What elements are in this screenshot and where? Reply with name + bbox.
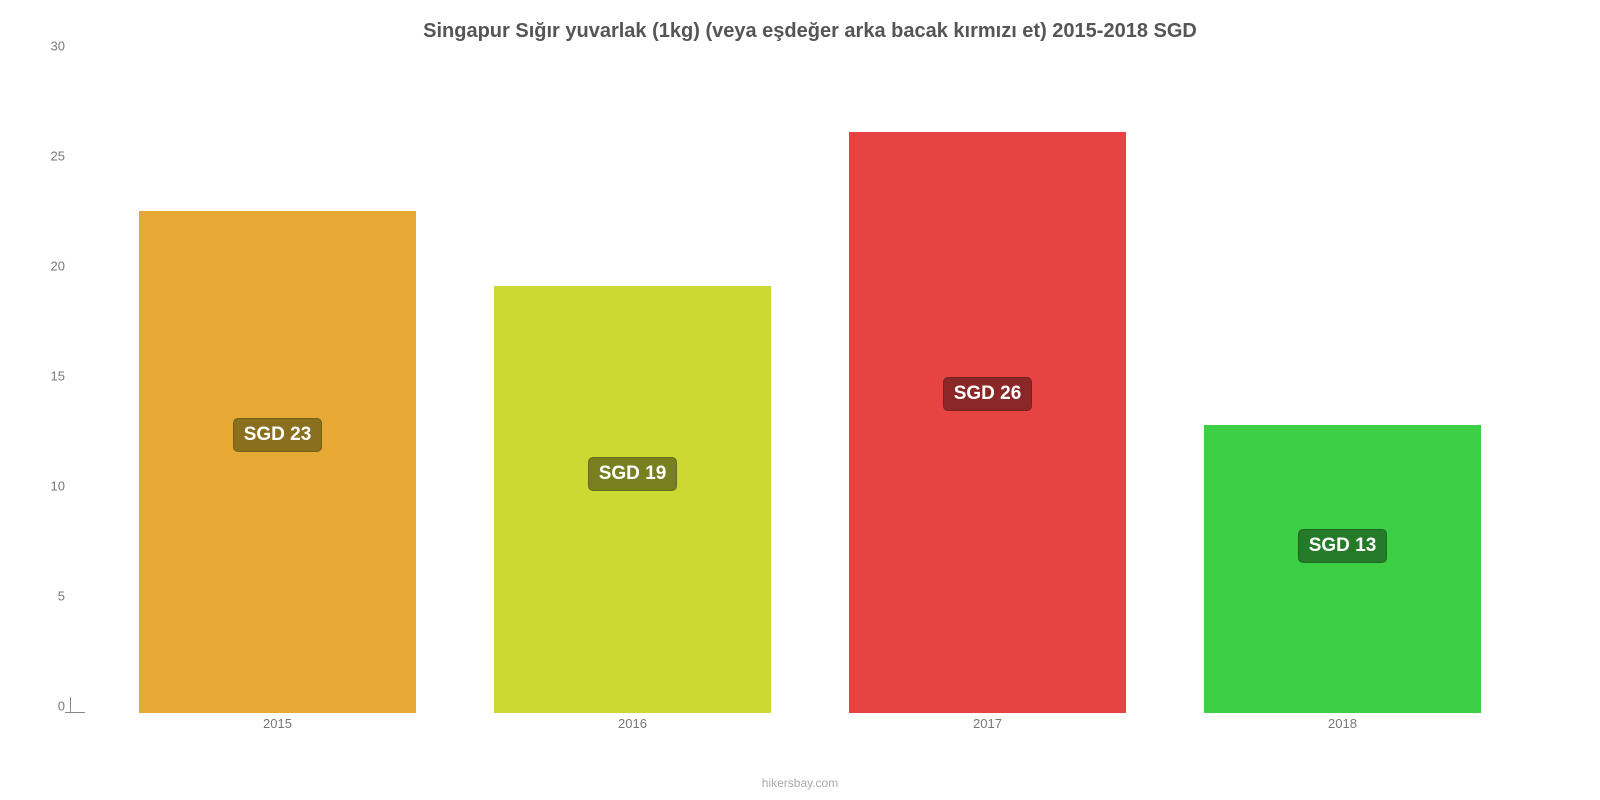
bar-value-label: SGD 26: [943, 377, 1033, 411]
bars-region: SGD 23 SGD 19 SGD 26 SGD 13: [70, 53, 1550, 713]
y-tick-label: 10: [35, 479, 65, 494]
bar: SGD 26: [849, 132, 1126, 713]
plot-area: 051015202530 SGD 23SGD 19SGD 26SGD 13 20…: [70, 53, 1550, 733]
bar-slot: SGD 23: [100, 53, 455, 713]
bar-slot: SGD 13: [1165, 53, 1520, 713]
x-tick-label: 2016: [455, 713, 810, 733]
y-tick-label: 15: [35, 369, 65, 384]
y-tick-label: 0: [35, 699, 65, 714]
bar-slot: SGD 19: [455, 53, 810, 713]
x-axis: 2015201620172018: [70, 713, 1550, 733]
y-axis: 051015202530: [35, 53, 65, 713]
y-tick-label: 30: [35, 39, 65, 54]
bar-slot: SGD 26: [810, 53, 1165, 713]
bar-value-label: SGD 19: [588, 457, 678, 491]
bar: SGD 19: [494, 286, 771, 713]
x-tick-label: 2015: [100, 713, 455, 733]
bar: SGD 13: [1204, 425, 1481, 713]
chart-container: Singapur Sığır yuvarlak (1kg) (veya eşde…: [70, 20, 1550, 760]
y-tick-label: 25: [35, 149, 65, 164]
bar-value-label: SGD 23: [233, 418, 323, 452]
watermark-text: hikersbay.com: [762, 776, 838, 790]
x-tick-label: 2017: [810, 713, 1165, 733]
x-tick-label: 2018: [1165, 713, 1520, 733]
y-tick-label: 20: [35, 259, 65, 274]
bar-value-label: SGD 13: [1298, 529, 1388, 563]
bar: SGD 23: [139, 211, 416, 713]
chart-title: Singapur Sığır yuvarlak (1kg) (veya eşde…: [70, 20, 1550, 43]
y-tick-label: 5: [35, 589, 65, 604]
